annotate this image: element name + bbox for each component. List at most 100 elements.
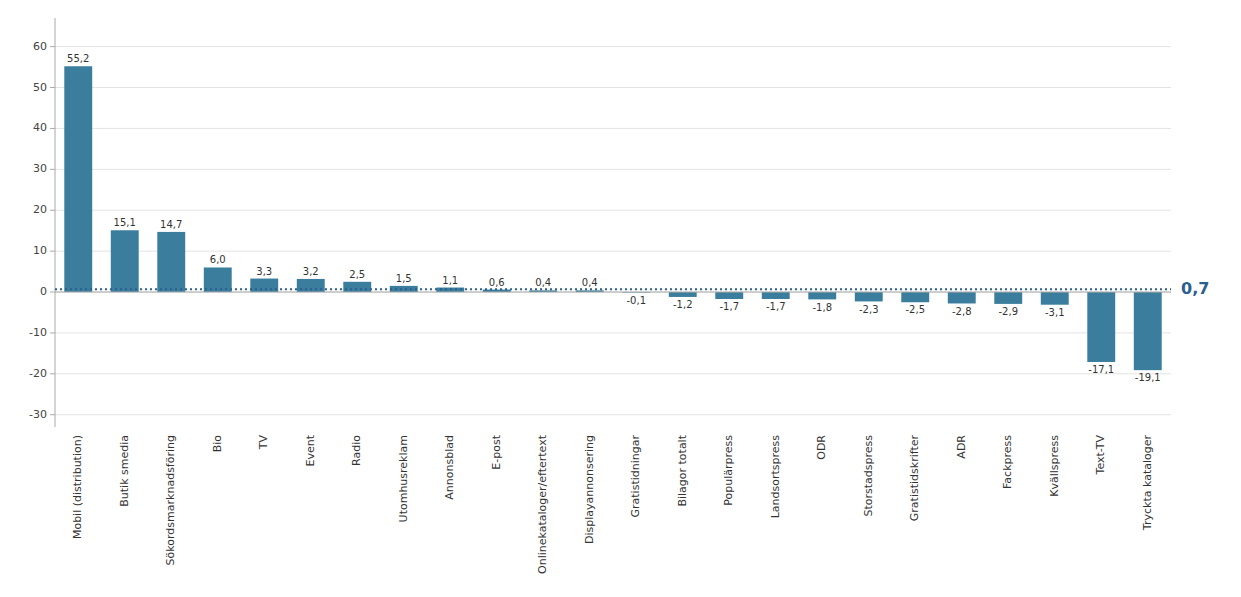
bar [715,292,743,299]
bar [1041,292,1069,305]
category-label: Landsortspress [769,435,782,519]
chart-container: -30 -20 -10 0 10 20 30 40 50 60 0,7 55,2 15,1 14,7 6,0… [0,0,1241,597]
data-label: -1,8 [812,302,832,313]
category-label: E-post [490,434,503,469]
bar [948,292,976,303]
category-label: Mobil (distribution) [71,435,84,539]
tick-label: -30 [29,408,47,421]
bar [994,292,1022,304]
tick-mark [50,332,55,333]
tick-label: 10 [33,244,47,257]
data-label: 55,2 [67,53,89,64]
data-label: 3,3 [256,266,272,277]
grid-line [55,210,1171,211]
tick-label: 50 [33,81,47,94]
bar [111,230,139,292]
tick-label: -20 [29,367,47,380]
data-label: 0,4 [582,277,598,288]
category-label: ODR [815,435,828,460]
bar [1134,292,1162,370]
x-axis-line [55,292,1171,293]
bar [808,292,836,299]
category-label: Storstadspress [862,435,875,517]
category-label: Tryckta kataloger [1141,435,1154,532]
tick-mark [50,373,55,374]
bars [64,66,1161,370]
data-label: 14,7 [160,219,182,230]
bar [390,286,418,292]
data-label: -1,7 [719,301,739,312]
category-label: TV [257,435,270,451]
bar [855,292,883,301]
grid-line [55,169,1171,170]
tick-mark [50,292,55,293]
y-axis-line [55,18,56,427]
category-label: Bilagor totalt [676,434,689,506]
data-label: 3,2 [303,266,319,277]
category-label: Sökordsmarknadsföring [164,435,177,565]
data-label: -2,9 [998,306,1018,317]
category-label: Butik smedia [118,435,131,507]
category-label: Annonsblad [443,435,456,500]
category-label: Gratistidningar [629,435,642,518]
x-axis: Mobil (distribution) Butik smedia Sökordsm… [71,434,1154,574]
data-label: -2,3 [859,304,879,315]
tick-mark [50,46,55,47]
grid-line [55,87,1171,88]
data-label: -3,1 [1045,307,1065,318]
chart: -30 -20 -10 0 10 20 30 40 50 60 0,7 55,2 15,1 14,7 6,0… [0,0,1241,597]
bar [204,267,232,292]
grid [55,47,1171,415]
bar [157,232,185,292]
category-label: Event [304,434,317,466]
grid-line [55,414,1171,415]
category-label: Kvällspress [1048,435,1061,497]
category-label: Displayannonsering [583,435,596,544]
bar [901,292,929,302]
tick-label: 0 [40,285,47,298]
tick-mark [50,87,55,88]
data-label: -1,2 [673,299,693,310]
tick-mark [50,251,55,252]
data-label: 2,5 [349,269,365,280]
data-label: 15,1 [114,217,136,228]
data-label: 0,6 [489,277,505,288]
data-label: 1,1 [442,275,458,286]
category-label: Fackpress [1001,435,1014,489]
tick-mark [50,414,55,415]
data-label: 6,0 [210,254,226,265]
tick-mark [50,210,55,211]
grid-line [55,373,1171,374]
data-label: -2,8 [952,306,972,317]
data-label: -19,1 [1135,372,1161,383]
tick-mark [50,169,55,170]
y-axis: -30 -20 -10 0 10 20 30 40 50 60 [29,18,55,427]
tick-label: -10 [29,326,47,339]
data-label: -17,1 [1088,364,1114,375]
category-label: ADR [955,435,968,459]
tick-mark [50,128,55,129]
category-label: Bio [211,435,224,453]
tick-label: 60 [33,40,47,53]
data-labels: 55,215,114,76,03,33,22,51,51,10,60,40,4-… [67,53,1161,383]
bar [762,292,790,299]
grid-line [55,332,1171,333]
data-label: 0,4 [535,277,551,288]
bar [250,279,278,292]
reference-label: 0,7 [1181,279,1209,298]
bar [1087,292,1115,362]
data-label: -2,5 [905,304,925,315]
grid-line [55,251,1171,252]
tick-label: 20 [33,203,47,216]
category-label: Populärpress [722,435,735,506]
bar [64,66,92,292]
tick-label: 40 [33,121,47,134]
category-label: Radio [350,435,363,466]
tick-label: 30 [33,162,47,175]
category-label: Utomhusreklam [397,435,410,522]
bar [669,292,697,297]
grid-line [55,128,1171,129]
category-label: Gratistidskrifter [908,435,921,522]
category-label: Text-TV [1094,435,1107,476]
grid-line [55,292,1171,293]
